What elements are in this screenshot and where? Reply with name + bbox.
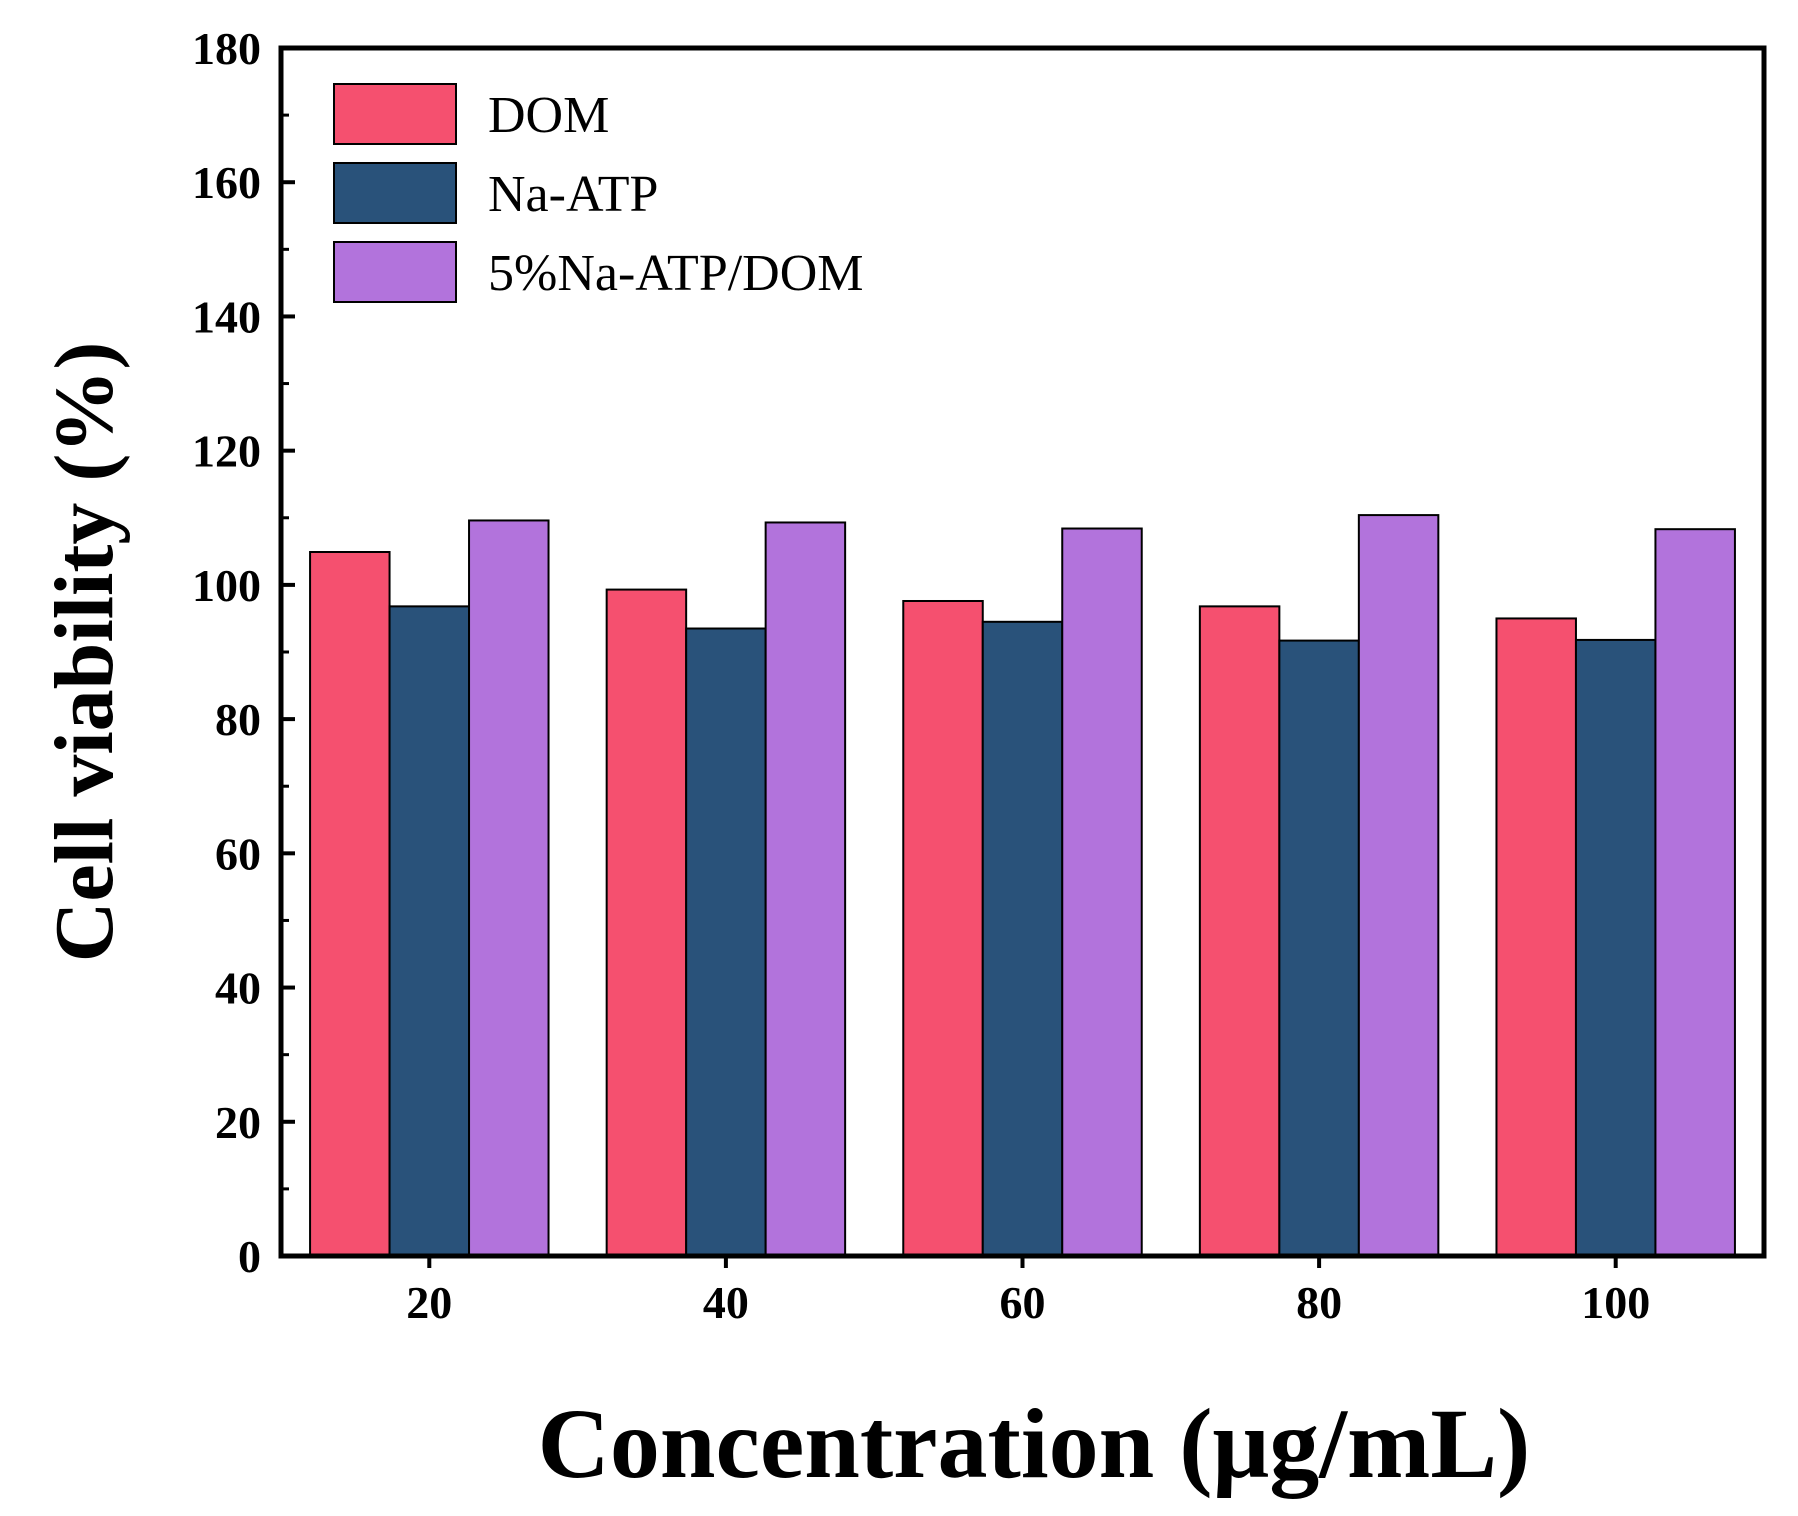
plot-frame xyxy=(278,45,1767,1259)
bar-dom-40 xyxy=(605,588,688,1257)
legend-swatch xyxy=(333,241,457,303)
x-axis-title: Concentration (μg/mL) xyxy=(538,1388,1531,1499)
bar-5-na-atp-dom-100 xyxy=(1654,528,1736,1257)
bar-5-na-atp-dom-60 xyxy=(1061,527,1143,1257)
bar-na-atp-80 xyxy=(1278,639,1360,1257)
bar-dom-80 xyxy=(1198,605,1281,1257)
y-tick-label: 160 xyxy=(192,157,261,208)
x-tick-label: 100 xyxy=(1581,1277,1650,1328)
legend-swatch xyxy=(333,83,457,145)
y-tick-label: 20 xyxy=(215,1097,261,1148)
y-tick-label: 120 xyxy=(192,426,261,477)
bar-dom-60 xyxy=(902,599,984,1257)
legend: DOM Na-ATP 5%Na-ATP/DOM xyxy=(333,83,864,303)
x-tick-label: 60 xyxy=(1000,1277,1046,1328)
bar-5-na-atp-dom-80 xyxy=(1357,514,1440,1257)
x-tick-label: 40 xyxy=(703,1277,749,1328)
y-tick-label: 80 xyxy=(215,694,261,745)
y-axis-title: Cell viability (%) xyxy=(38,342,131,963)
y-tick-label: 100 xyxy=(192,560,261,611)
y-tick-label: 180 xyxy=(192,23,261,74)
bar-dom-100 xyxy=(1495,617,1577,1257)
x-ticks-layer: 20 40 60 80 100 xyxy=(406,1256,1650,1328)
bar-na-atp-20 xyxy=(388,605,471,1257)
bar-na-atp-40 xyxy=(685,627,767,1257)
y-tick-label: 60 xyxy=(215,828,261,879)
y-tick-label: 140 xyxy=(192,291,261,342)
legend-label: DOM xyxy=(488,87,609,144)
bar-5-na-atp-dom-20 xyxy=(468,519,550,1257)
y-tick-label: 40 xyxy=(215,963,261,1014)
y-tick-label: 0 xyxy=(238,1231,261,1282)
bars-layer xyxy=(309,514,1736,1257)
bar-na-atp-60 xyxy=(981,620,1064,1257)
legend-label: 5%Na-ATP/DOM xyxy=(488,245,864,302)
bar-na-atp-100 xyxy=(1574,638,1657,1257)
x-tick-label: 20 xyxy=(406,1277,452,1328)
legend-label: Na-ATP xyxy=(488,166,658,223)
legend-swatch xyxy=(333,162,457,224)
bar-5-na-atp-dom-40 xyxy=(764,521,847,1257)
bar-dom-20 xyxy=(309,551,391,1257)
x-tick-label: 80 xyxy=(1296,1277,1342,1328)
